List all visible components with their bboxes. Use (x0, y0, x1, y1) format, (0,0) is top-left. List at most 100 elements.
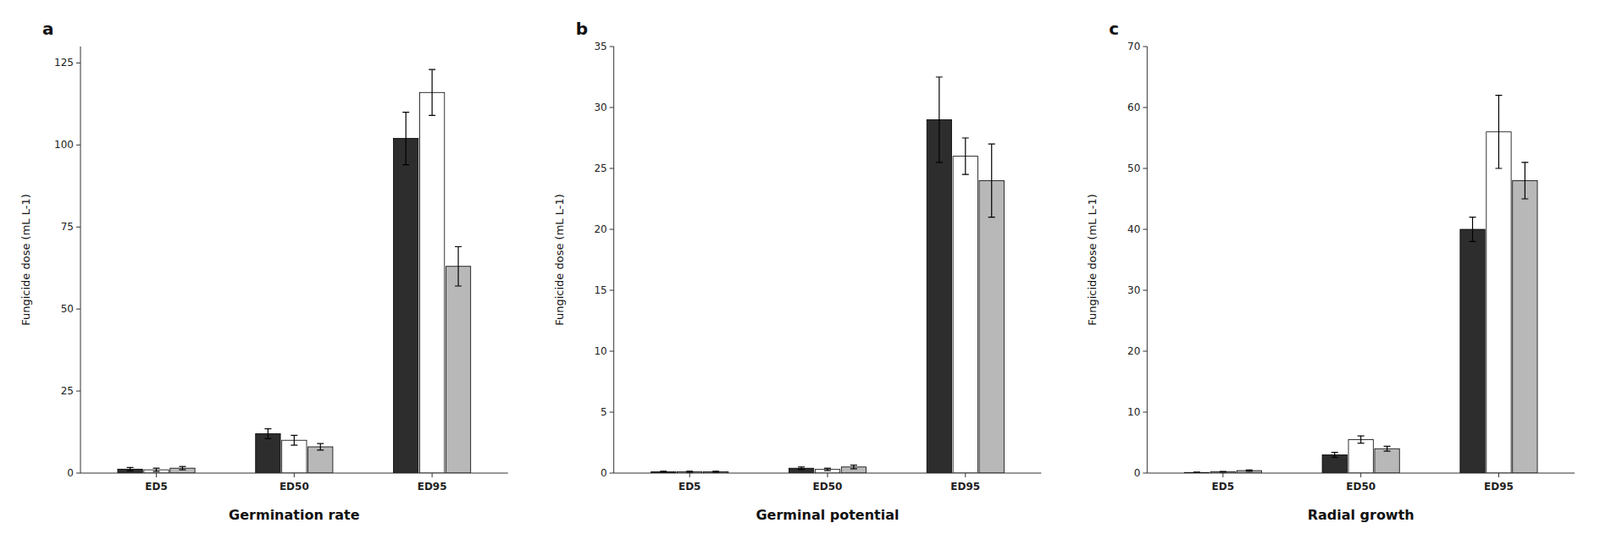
y-tick (609, 473, 615, 475)
y-tick (609, 107, 615, 109)
error-bar (1384, 446, 1391, 452)
error-bar (935, 77, 943, 163)
y-tick (609, 168, 615, 170)
x-tick-label: ED95 (1483, 481, 1514, 493)
error-cap (824, 470, 831, 472)
bar (445, 266, 471, 474)
bar (1512, 180, 1538, 474)
error-cap (797, 466, 805, 468)
error-cap (127, 467, 134, 469)
y-axis-label: Fungicide dose (mL L-1) (1085, 193, 1099, 327)
y-tick (609, 229, 615, 231)
error-line (431, 69, 433, 116)
bar (393, 138, 419, 474)
error-cap (962, 174, 969, 176)
y-tick-label: 0 (600, 467, 608, 480)
x-tick-label: ED50 (813, 481, 843, 493)
x-tick-label: ED5 (144, 481, 168, 493)
error-cap (290, 435, 298, 437)
error-line (964, 138, 966, 175)
error-cap (1193, 471, 1201, 473)
error-line (1334, 453, 1335, 459)
x-tick-label: ED5 (1212, 481, 1235, 493)
error-line (405, 112, 407, 166)
error-bar (264, 429, 272, 440)
y-tick-label: 15 (593, 284, 607, 297)
error-cap (850, 465, 858, 466)
error-cap (153, 468, 161, 470)
error-cap (1469, 216, 1477, 218)
error-bar (454, 246, 462, 287)
y-tick-label: 0 (1134, 467, 1141, 480)
bar (1460, 229, 1485, 474)
x-tick (689, 473, 691, 478)
error-cap (712, 470, 720, 472)
y-tick (1142, 351, 1147, 353)
y-axis-line (1146, 46, 1148, 474)
bar (788, 468, 814, 474)
y-tick-label: 30 (593, 101, 607, 114)
error-bar (1521, 162, 1529, 200)
error-bar (686, 471, 693, 473)
error-bar (1331, 453, 1339, 459)
panel: 05101520253035ED5ED50ED95Germinal potent… (553, 18, 1042, 524)
y-tick-label: 70 (1127, 40, 1141, 53)
error-cap (402, 111, 410, 113)
error-bar (962, 138, 969, 175)
error-cap (316, 449, 324, 451)
bar (1374, 448, 1400, 474)
y-tick-label: 5 (600, 406, 608, 419)
error-bar (178, 466, 186, 471)
figure: 0255075100125ED5ED50ED95Germination rate… (0, 0, 1600, 545)
error-cap (1469, 241, 1477, 243)
y-tick-label: 10 (1127, 406, 1141, 419)
error-line (320, 443, 322, 451)
y-tick (76, 144, 81, 146)
error-cap (1494, 94, 1502, 96)
y-axis-label: Fungicide dose (mL L-1) (553, 193, 566, 327)
error-bar (824, 468, 831, 471)
bar (308, 447, 333, 474)
x-tick (155, 473, 157, 478)
error-line (267, 429, 269, 440)
error-line (1472, 217, 1473, 243)
y-tick-label: 60 (1127, 101, 1141, 114)
y-axis-line (80, 46, 82, 474)
x-tick-label: ED95 (417, 481, 448, 493)
error-cap (686, 470, 693, 472)
y-tick-label: 20 (593, 223, 607, 236)
y-tick-label: 100 (54, 138, 74, 151)
y-tick (1142, 412, 1147, 414)
y-tick (1142, 229, 1147, 231)
error-cap (178, 466, 186, 468)
bar (979, 180, 1004, 474)
error-cap (1219, 471, 1227, 473)
error-cap (1245, 470, 1253, 472)
y-tick-label: 10 (593, 345, 607, 358)
y-tick-label: 50 (1127, 162, 1141, 175)
error-cap (1331, 452, 1339, 454)
bar (952, 156, 978, 474)
bar (255, 433, 281, 474)
error-cap (1384, 450, 1391, 452)
y-axis-line (613, 46, 615, 474)
error-cap (850, 468, 858, 470)
error-cap (402, 164, 410, 166)
error-cap (290, 444, 298, 446)
x-axis-label: Germinal potential (755, 507, 899, 524)
error-bar (712, 471, 720, 473)
y-tick (1142, 290, 1147, 292)
error-cap (127, 470, 134, 472)
y-tick (76, 473, 81, 475)
error-bar (428, 69, 436, 116)
bar (1348, 439, 1374, 474)
error-bar (797, 467, 805, 471)
y-tick (609, 412, 615, 414)
y-tick-label: 40 (1127, 223, 1141, 236)
error-cap (316, 443, 324, 445)
y-tick-label: 125 (54, 56, 74, 69)
x-axis-label: Germination rate (228, 507, 360, 524)
y-tick-label: 25 (593, 162, 607, 175)
error-cap (1357, 435, 1365, 437)
panel: 010203040506070ED5ED50ED95Radial growthF… (1085, 18, 1575, 524)
